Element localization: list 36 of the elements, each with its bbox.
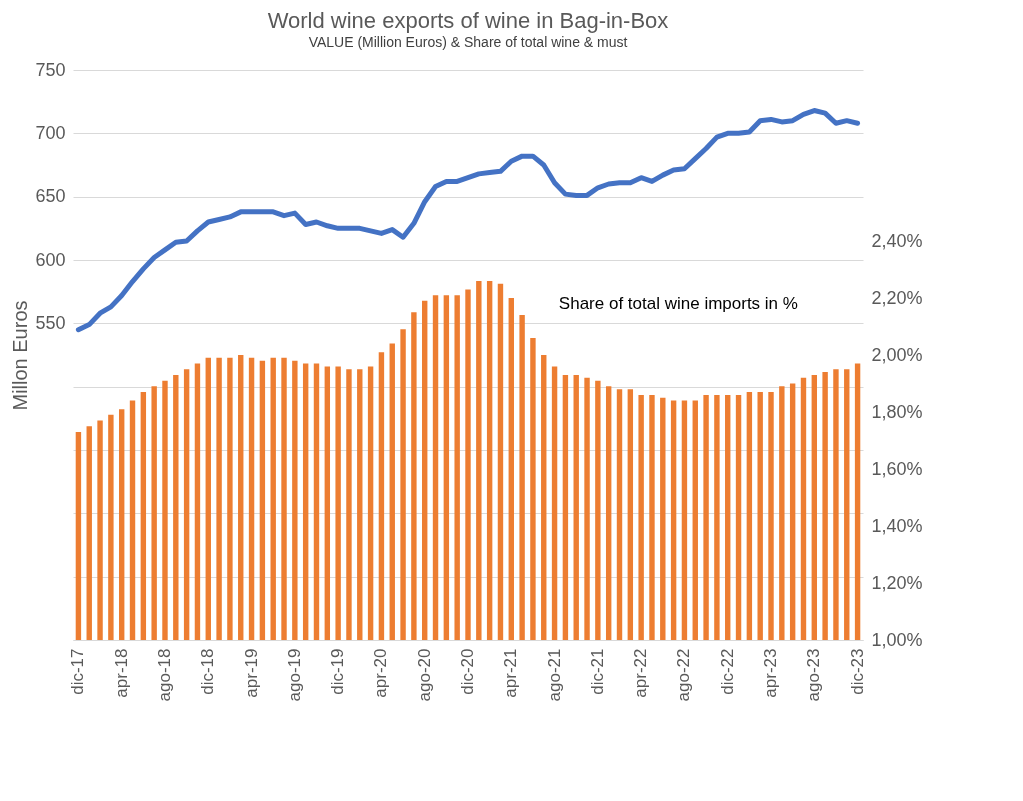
- y-tick-label: 750: [35, 59, 66, 80]
- x-tick-label: dic-23: [847, 648, 867, 695]
- x-tick-label: ago-18: [154, 648, 174, 702]
- x-tick-label: dic-17: [68, 648, 88, 695]
- y2-tick-label: 1,40%: [871, 515, 923, 536]
- x-tick-label: ago-23: [804, 648, 824, 702]
- x-tick-label: apr-21: [501, 648, 521, 698]
- x-tick-label: dic-18: [198, 648, 218, 695]
- y2-tick-label: 1,80%: [871, 401, 923, 422]
- y-tick-label: 550: [35, 312, 66, 333]
- y-tick-label: 650: [35, 186, 66, 207]
- x-tick-label: apr-18: [111, 648, 131, 698]
- x-tick-label: apr-20: [371, 648, 391, 698]
- x-tick-label: ago-19: [284, 648, 304, 702]
- annotation: Share of total wine imports in %: [558, 293, 798, 313]
- y2-tick-label: 1,00%: [871, 629, 923, 650]
- x-tick-label: ago-20: [414, 648, 434, 702]
- x-tick-label: ago-22: [674, 648, 694, 702]
- x-tick-label: dic-19: [328, 648, 348, 695]
- y2-tick-label: 2,40%: [871, 230, 923, 251]
- x-tick-label: apr-22: [631, 648, 651, 698]
- x-tick-label: dic-22: [717, 648, 737, 695]
- chart-title: World wine exports of wine in Bag-in-Box: [267, 8, 669, 33]
- x-tick-label: apr-19: [241, 648, 261, 698]
- y-axis-title: Millon Euros: [9, 300, 32, 411]
- x-tick-label: dic-21: [587, 648, 607, 695]
- x-tick-label: dic-20: [458, 648, 477, 695]
- y2-tick-label: 1,60%: [871, 458, 923, 479]
- y2-tick-label: 2,20%: [871, 287, 923, 308]
- x-tick-label: ago-21: [544, 648, 564, 702]
- y-tick-label: 700: [35, 122, 66, 143]
- y2-tick-label: 1,20%: [871, 572, 923, 593]
- y2-tick-label: 2,00%: [871, 344, 923, 365]
- y-tick-label: 600: [35, 249, 66, 270]
- chart-subtitle: VALUE (Million Euros) & Share of total wine & must: [308, 34, 628, 50]
- x-tick-label: apr-23: [761, 648, 781, 698]
